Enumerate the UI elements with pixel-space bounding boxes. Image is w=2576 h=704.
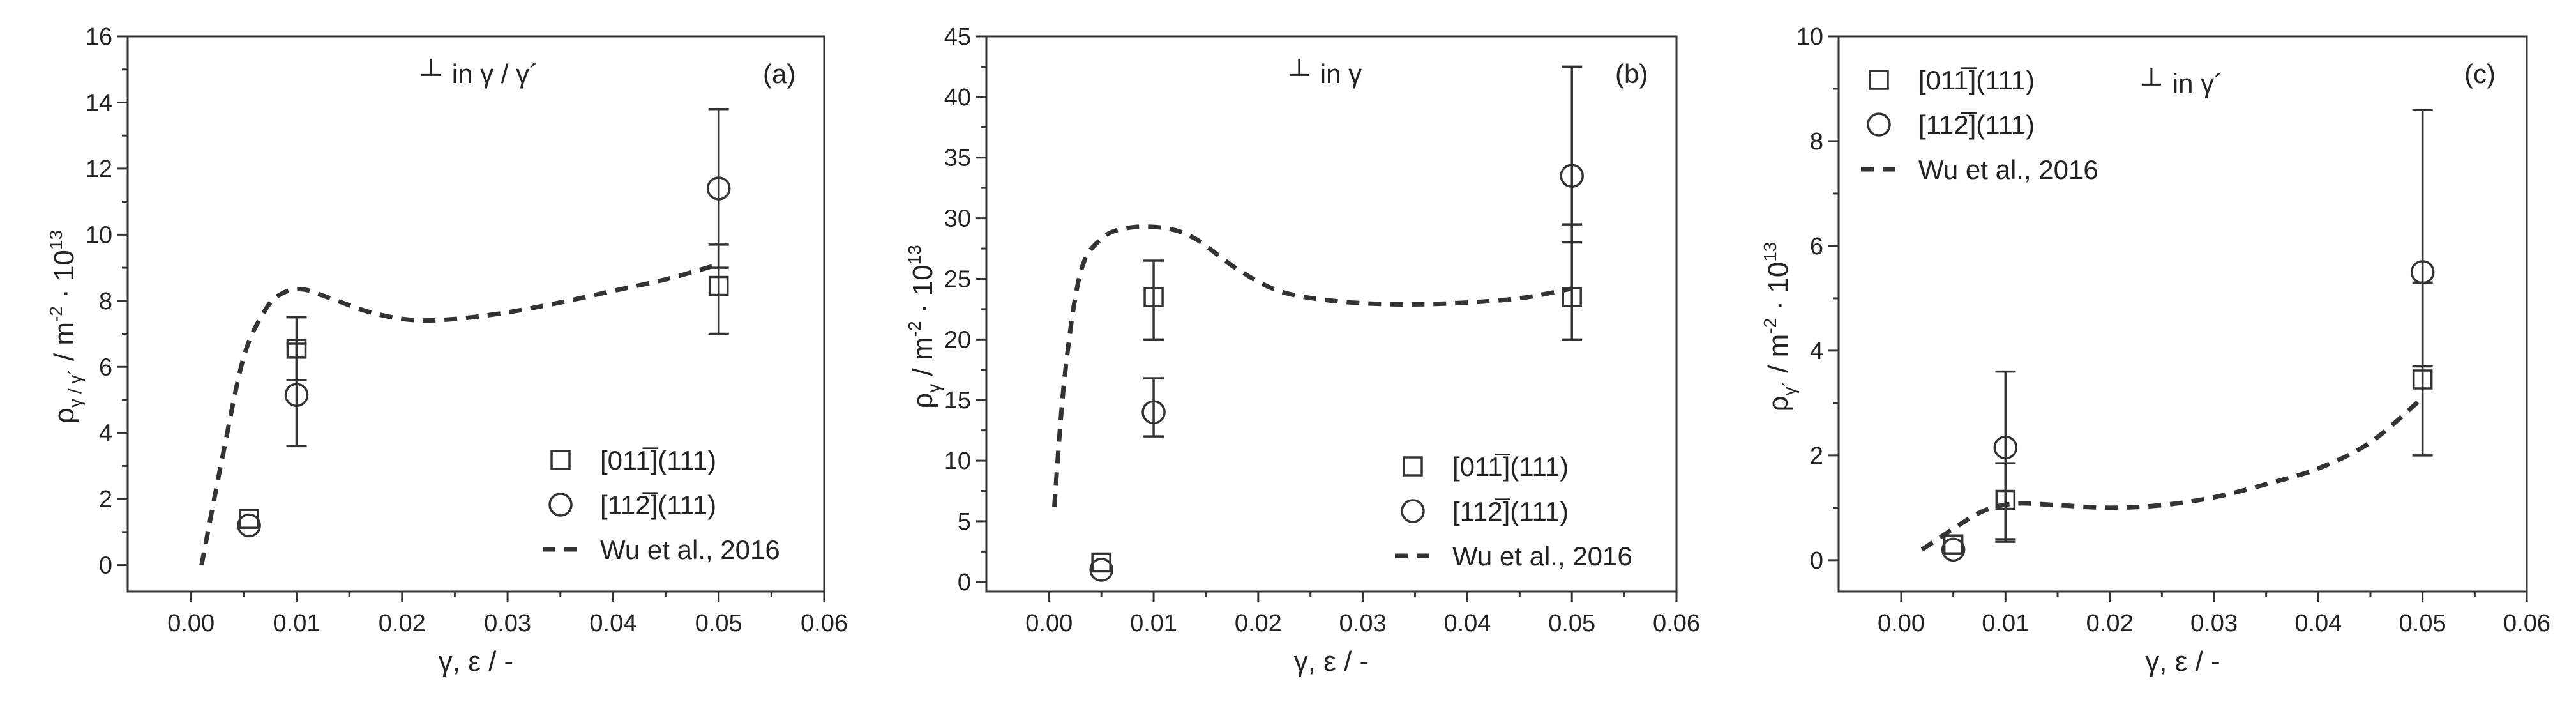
legend-circle-marker xyxy=(1867,112,1891,137)
y-axis-title: ργ´ / m-2 · 1013 xyxy=(1760,242,1799,412)
y-axis-title: ργ / γ´ / m-2 · 1013 xyxy=(46,230,85,424)
legend-circle-marker xyxy=(1401,499,1425,523)
data-point-circle xyxy=(284,383,309,407)
data-point-circle xyxy=(1993,435,2018,460)
y-tick-label: 0 xyxy=(1810,547,1823,574)
data-point-square xyxy=(1562,287,1582,307)
legend-label: Wu et al., 2016 xyxy=(1452,541,1632,571)
data-point-square xyxy=(1143,287,1164,307)
y-tick-label: 0 xyxy=(99,553,112,579)
x-axis-title: γ, ε / - xyxy=(1294,646,1369,677)
data-point-circle xyxy=(1941,537,1966,562)
legend-circle-marker xyxy=(548,493,573,517)
data-point-circle xyxy=(1089,558,1113,582)
y-tick-label: 14 xyxy=(86,89,112,116)
data-point-square xyxy=(239,509,259,529)
x-tick-label: 0.00 xyxy=(1878,610,1925,637)
y-tick-label: 16 xyxy=(86,24,112,50)
x-tick-label: 0.06 xyxy=(1653,610,1700,637)
data-point-square xyxy=(708,275,729,296)
x-axis-title: γ, ε / - xyxy=(439,646,513,677)
legend-label: Wu et al., 2016 xyxy=(600,535,780,565)
x-axis-title: γ, ε / - xyxy=(2145,646,2220,677)
data-point-square xyxy=(2412,369,2433,390)
y-tick-label: 4 xyxy=(99,420,112,447)
data-point-circle xyxy=(2410,260,2435,284)
panel-label: (a) xyxy=(763,59,795,89)
x-tick-label: 0.04 xyxy=(589,610,636,637)
y-tick-label: 8 xyxy=(1810,128,1823,155)
x-tick-label: 0.05 xyxy=(1548,610,1595,637)
data-point-circle xyxy=(1560,164,1584,188)
data-point-circle xyxy=(237,513,261,538)
y-tick-label: 25 xyxy=(944,266,971,293)
y-axis-title: ργ / m-2 · 1013 xyxy=(905,245,944,408)
x-tick-label: 0.05 xyxy=(2399,610,2446,637)
y-tick-label: 6 xyxy=(1810,233,1823,260)
x-tick-label: 0.04 xyxy=(1443,610,1491,637)
legend-label: [011̅](111) xyxy=(1452,452,1569,482)
data-point-square xyxy=(1091,552,1111,573)
x-tick-label: 0.00 xyxy=(1025,610,1073,637)
model-curve-wu-2016 xyxy=(1051,224,1572,507)
model-curve-wu-2016 xyxy=(1920,396,2424,552)
y-tick-label: 4 xyxy=(1810,338,1823,365)
x-tick-label: 0.06 xyxy=(2503,610,2550,637)
x-tick-label: 0.01 xyxy=(1130,610,1177,637)
model-curve-wu-2016 xyxy=(199,262,719,566)
y-tick-label: 40 xyxy=(944,84,971,111)
y-tick-label: 5 xyxy=(958,509,971,535)
y-tick-label: 30 xyxy=(944,206,971,233)
legend-label: Wu et al., 2016 xyxy=(1918,155,2098,185)
panel-b: 0.00 0.01 0.02 0.03 0.04 0.05 0.06 0 5 10 15 20 25 30… xyxy=(905,24,1700,677)
legend-square-marker xyxy=(1869,70,1889,90)
y-tick-label: 10 xyxy=(944,448,971,475)
panel-a: 0.00 0.01 0.02 0.03 0.04 0.05 0.06 0 2 4 6 8 10 12 14 1… xyxy=(46,24,848,677)
y-tick-label: 20 xyxy=(944,326,971,353)
y-tick-label: 2 xyxy=(99,486,112,513)
x-tick-label: 0.03 xyxy=(484,610,531,637)
x-tick-label: 0.05 xyxy=(695,610,742,637)
y-tick-label: 2 xyxy=(1810,443,1823,470)
dislocation-annotation: ┴ in γ / γ´ xyxy=(421,58,538,89)
x-tick-label: 0.00 xyxy=(167,610,215,637)
legend-square-marker xyxy=(1403,456,1423,477)
x-tick-label: 0.06 xyxy=(801,610,848,637)
y-tick-label: 15 xyxy=(944,387,971,414)
x-tick-label: 0.02 xyxy=(379,610,426,637)
y-tick-label: 6 xyxy=(99,354,112,381)
y-tick-label: 12 xyxy=(86,156,112,183)
panel-c: 0.00 0.01 0.02 0.03 0.04 0.05 0.06 0 2 4 6 8 10 γ, ε … xyxy=(1760,24,2550,677)
data-point-circle xyxy=(1141,400,1166,424)
legend-label: [011̅](111) xyxy=(1918,65,2035,95)
y-tick-label: 10 xyxy=(1796,24,1823,50)
dislocation-annotation: ┴ in γ´ xyxy=(2141,68,2223,98)
plot-frame xyxy=(1837,35,2528,593)
x-tick-label: 0.01 xyxy=(273,610,320,637)
x-tick-label: 0.02 xyxy=(1235,610,1282,637)
x-tick-label: 0.02 xyxy=(2086,610,2134,637)
plot-frame xyxy=(126,35,825,593)
panel-label: (c) xyxy=(2464,59,2496,89)
y-tick-label: 35 xyxy=(944,145,971,172)
legend-label: [112̅](111) xyxy=(1452,496,1569,526)
x-tick-label: 0.03 xyxy=(2190,610,2238,637)
y-tick-label: 10 xyxy=(86,222,112,249)
y-tick-label: 8 xyxy=(99,288,112,315)
legend-label: [112̅](111) xyxy=(1918,110,2035,140)
x-tick-label: 0.04 xyxy=(2294,610,2342,637)
y-tick-label: 45 xyxy=(944,24,971,50)
legend-square-marker xyxy=(550,450,571,470)
panel-label: (b) xyxy=(1615,59,1648,89)
data-point-circle xyxy=(706,176,731,201)
x-tick-label: 0.03 xyxy=(1339,610,1387,637)
dislocation-annotation: ┴ in γ xyxy=(1289,58,1362,89)
y-tick-label: 0 xyxy=(958,569,971,596)
plot-frame xyxy=(985,35,1678,593)
x-tick-label: 0.01 xyxy=(1982,610,2029,637)
legend-label: [011̅](111) xyxy=(600,445,716,475)
legend-label: [112̅](111) xyxy=(600,490,716,520)
